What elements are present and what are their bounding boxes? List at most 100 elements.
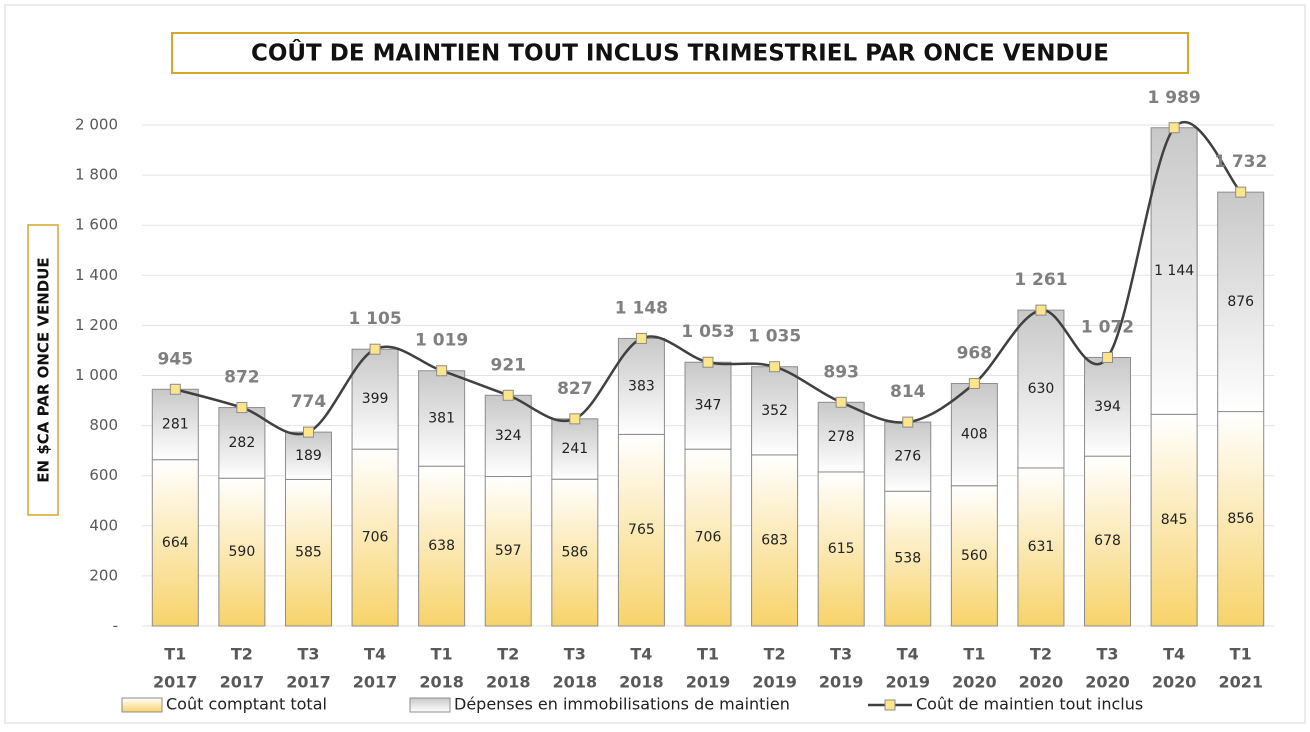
legend-marker <box>884 699 896 711</box>
total-label: 921 <box>490 355 526 375</box>
bar <box>418 370 466 467</box>
y-tick-label: 1 600 <box>75 216 118 234</box>
total-label: 872 <box>224 368 260 388</box>
line-marker <box>769 361 781 373</box>
bar <box>617 433 665 627</box>
bar <box>684 448 732 627</box>
bar-label: 241 <box>561 441 588 457</box>
legend-swatch <box>121 697 163 713</box>
bar-label: 278 <box>828 429 855 445</box>
x-tick-label: T3 <box>1097 645 1119 664</box>
x-tick-label: T4 <box>897 645 919 664</box>
bar <box>751 366 799 456</box>
x-tick-label: T3 <box>564 645 586 664</box>
bar-label: 538 <box>894 551 921 567</box>
bar-label: 381 <box>428 410 455 426</box>
x-tick-label: 2018 <box>419 673 464 692</box>
line-marker <box>302 426 314 438</box>
bar-label: 683 <box>761 532 788 548</box>
y-tick-label: 800 <box>89 416 118 434</box>
x-tick-label: 2019 <box>819 673 864 692</box>
line-marker <box>569 413 581 425</box>
x-tick-label: 2018 <box>486 673 531 692</box>
x-tick-label: 2017 <box>153 673 198 692</box>
total-label: 814 <box>890 382 926 402</box>
bar <box>617 337 665 435</box>
total-label: 1 019 <box>415 331 468 351</box>
x-tick-label: 2019 <box>752 673 797 692</box>
x-tick-label: T2 <box>231 645 253 664</box>
bar-label: 408 <box>961 427 988 443</box>
bar <box>418 465 466 627</box>
bar <box>151 459 199 627</box>
x-tick-label: T1 <box>963 645 985 664</box>
total-label: 1 072 <box>1081 317 1134 337</box>
x-tick-label: 2020 <box>1152 673 1197 692</box>
bar <box>751 454 799 627</box>
bar-label: 706 <box>695 530 722 546</box>
line-marker <box>702 356 714 368</box>
line-marker <box>1235 186 1247 198</box>
x-tick-label: T3 <box>830 645 852 664</box>
chart-title: COÛT DE MAINTIEN TOUT INCLUS TRIMESTRIEL… <box>251 39 1109 67</box>
bar-label: 352 <box>761 403 788 419</box>
y-label-group: EN $CA PAR ONCE VENDUE <box>27 224 59 516</box>
bar-label: 845 <box>1161 512 1188 528</box>
line-marker <box>968 378 980 390</box>
bar <box>351 348 399 450</box>
y-axis-label: EN $CA PAR ONCE VENDUE <box>35 257 53 482</box>
x-tick-label: 2021 <box>1218 673 1263 692</box>
bar-label: 638 <box>428 538 455 554</box>
bar-label: 324 <box>495 428 522 444</box>
line-marker <box>169 383 181 395</box>
x-tick-label: 2020 <box>1085 673 1130 692</box>
bar-label: 282 <box>229 435 256 451</box>
total-label: 1 035 <box>748 327 801 347</box>
bar <box>1017 467 1065 627</box>
bar-label: 399 <box>362 391 389 407</box>
x-tick-label: T4 <box>1163 645 1185 664</box>
x-tick-label: T2 <box>764 645 786 664</box>
bar <box>551 418 599 480</box>
bar <box>218 477 266 627</box>
y-tick-label: 2 000 <box>75 116 118 134</box>
bar-label: 664 <box>162 535 189 551</box>
x-tick-label: T2 <box>1030 645 1052 664</box>
bar-label: 586 <box>561 545 588 561</box>
x-tick-label: 2019 <box>885 673 930 692</box>
bar-label: 590 <box>229 544 256 560</box>
bar <box>484 394 532 477</box>
line-marker <box>1102 351 1114 363</box>
y-tick-label: 1 400 <box>75 266 118 284</box>
y-tick-label: 1 200 <box>75 316 118 334</box>
legend-swatch <box>409 697 451 713</box>
bar-label: 631 <box>1028 539 1055 555</box>
line-marker <box>1035 304 1047 316</box>
bar <box>950 383 998 487</box>
bar-label: 560 <box>961 548 988 564</box>
bar <box>1150 413 1198 627</box>
y-tick-label: 1 800 <box>75 166 118 184</box>
y-label-box <box>27 224 59 516</box>
x-tick-label: 2020 <box>952 673 997 692</box>
total-label: 1 053 <box>681 322 734 342</box>
x-tick-label: 2019 <box>686 673 731 692</box>
bar-label: 678 <box>1094 533 1121 549</box>
total-label: 1 105 <box>348 309 401 329</box>
bar <box>884 490 932 627</box>
x-tick-label: T4 <box>364 645 386 664</box>
total-label: 774 <box>291 392 327 412</box>
line-marker <box>635 332 647 344</box>
x-tick-label: T1 <box>431 645 453 664</box>
bar-label: 597 <box>495 543 522 559</box>
legend-label: Coût comptant total <box>166 695 327 714</box>
bar-label: 281 <box>162 416 189 432</box>
x-tick-label: T2 <box>497 645 519 664</box>
x-tick-label: 2017 <box>286 673 331 692</box>
legend-label: Dépenses en immobilisations de maintien <box>454 695 790 714</box>
total-label: 893 <box>823 362 859 382</box>
x-tick-label: T1 <box>164 645 186 664</box>
line-marker <box>236 402 248 414</box>
bar-label: 276 <box>894 449 921 465</box>
